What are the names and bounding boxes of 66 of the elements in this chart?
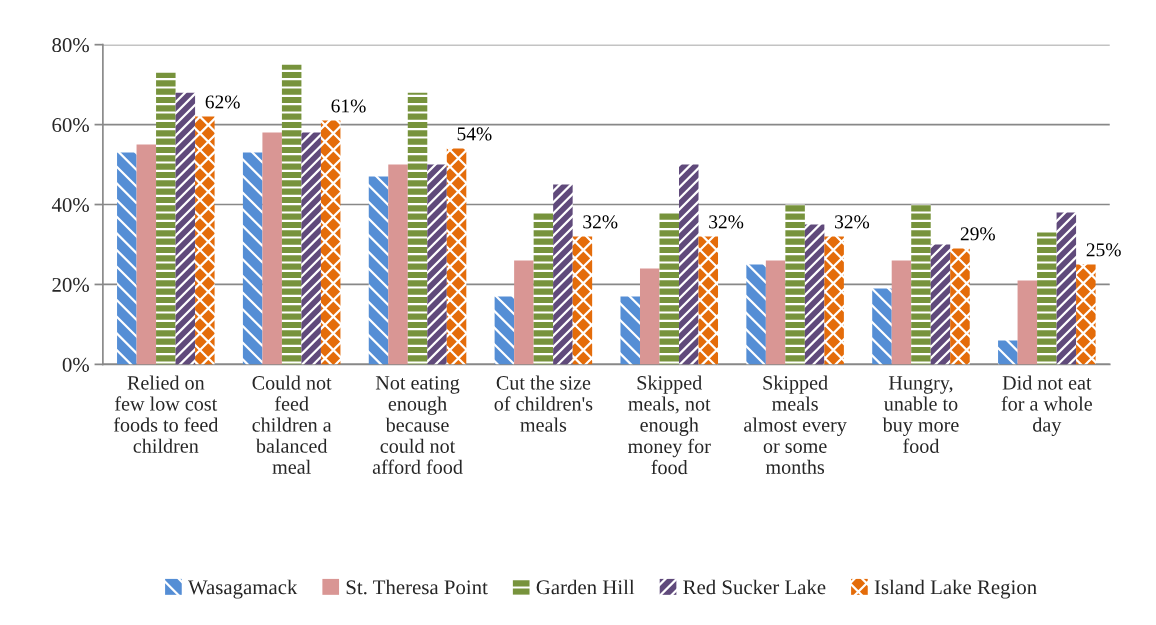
- y-tick-label: 0%: [62, 357, 89, 372]
- bar: [301, 132, 321, 365]
- bar: [998, 340, 1018, 365]
- data-label: 54%: [457, 127, 492, 141]
- bar: [785, 204, 805, 365]
- bar: [262, 132, 282, 365]
- y-tick-label: 80%: [52, 38, 89, 53]
- legend-label: St. Theresa Point: [346, 579, 488, 595]
- bar: [175, 92, 196, 365]
- bar: [620, 296, 640, 365]
- x-tick-label: Cut the size of children's meals: [494, 375, 593, 432]
- data-label: 32%: [835, 215, 870, 229]
- bar: [872, 288, 892, 365]
- x-tick-label: Hungry, unable to buy more food: [882, 376, 959, 453]
- y-tick-label: 40%: [51, 197, 89, 213]
- bar: [746, 264, 766, 365]
- bar: [698, 236, 719, 365]
- bar: [156, 72, 176, 365]
- bar: [1056, 212, 1077, 365]
- bar: [659, 212, 680, 365]
- bar: [117, 152, 137, 365]
- bar: [494, 296, 515, 365]
- x-tick-label: Skipped meals, not enough money for food: [628, 375, 711, 475]
- bar: [1037, 232, 1057, 365]
- bar: [136, 144, 157, 365]
- x-tick-label: Not eating enough because could not afford food: [372, 376, 463, 474]
- bar: [1076, 264, 1096, 365]
- bar: [242, 152, 263, 365]
- bar: [553, 184, 573, 365]
- data-label: 62%: [205, 95, 240, 109]
- bar: [911, 204, 931, 365]
- data-label: 29%: [960, 227, 995, 241]
- legend-label: Garden Hill: [536, 579, 635, 595]
- bar: [930, 244, 951, 365]
- y-tick-label: 20%: [52, 277, 89, 292]
- legend-label: Red Sucker Lake: [683, 579, 826, 595]
- legend-label: Island Lake Region: [874, 579, 1037, 599]
- x-tick-label: Skipped meals almost every or some months: [744, 375, 847, 474]
- data-label: 25%: [1086, 243, 1121, 257]
- bar: [679, 164, 699, 365]
- bar: [407, 92, 428, 365]
- bar: [368, 176, 389, 365]
- x-tick-label: Could not feed children a balanced meal: [252, 375, 332, 474]
- bar: [572, 236, 593, 365]
- data-label: 61%: [331, 99, 366, 113]
- bar: [388, 164, 408, 365]
- bar: [639, 268, 660, 365]
- bar: [195, 116, 215, 365]
- bar: [891, 260, 912, 365]
- data-label: 32%: [709, 215, 744, 229]
- legend-label: Wasagamack: [188, 579, 298, 599]
- bar: [514, 260, 534, 365]
- bar: [427, 164, 447, 365]
- data-label: 32%: [583, 215, 618, 229]
- bar: [446, 148, 467, 365]
- bar: [950, 248, 970, 365]
- x-tick-label: Relied on few low cost foods to feed children: [113, 375, 219, 453]
- y-tick-label: 60%: [52, 117, 89, 133]
- bar: [765, 260, 786, 365]
- bar: [804, 224, 825, 365]
- bar: [533, 212, 554, 365]
- bar: [281, 64, 302, 365]
- bar: [320, 120, 341, 365]
- bar: [824, 236, 844, 365]
- bar: [1017, 280, 1038, 365]
- x-tick-label: Did not eat for a whole day: [1001, 375, 1092, 436]
